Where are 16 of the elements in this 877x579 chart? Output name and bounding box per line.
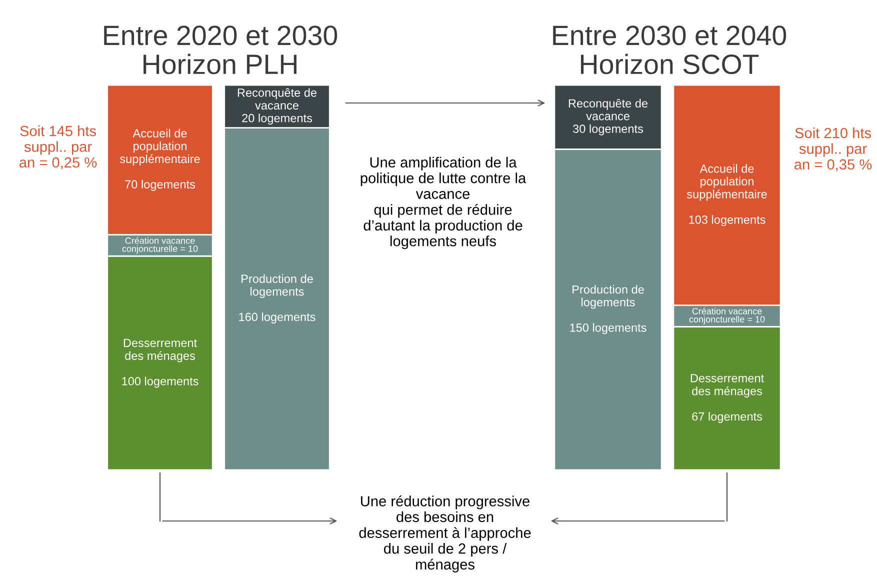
text: Une réduction progressive des besoins en desserrement à l’approche du seuil de 2 pers / ménages (359, 495, 531, 573)
text: Accueil de population supplémentaire 103 logements (686, 164, 767, 226)
text: Une amplification de la politique de lutte contre la vacance qui permet de réduire d’autant la production de logements neufs (360, 156, 526, 250)
data-label: Création vacance conjoncturelle = 10 (122, 237, 198, 254)
data-label: Reconquête de vacance 30 logements (568, 98, 648, 136)
text: Soit 145 hts suppl.. par an = 0,25 % (20, 125, 97, 170)
text: Production de logements 150 logements (570, 285, 646, 334)
text: Desserrement des ménages 67 logements (690, 374, 764, 424)
chart-title: Entre 2030 et 2040 Horizon SCOT (553, 26, 786, 74)
data-label: Création vacance conjoncturelle = 10 (689, 308, 765, 324)
text: Production de logements 160 logements (239, 274, 316, 324)
text: Soit 210 hts suppl.. par an = 0,35 % (794, 127, 872, 172)
data-label: Reconquête de vacance 20 logements (238, 88, 317, 125)
text: Desserrement des ménages 100 logements (122, 338, 198, 388)
chart-title: Entre 2020 et 2030 Horizon PLH (104, 26, 338, 74)
text: Accueil de population supplémentaire 70 logements (120, 128, 200, 191)
